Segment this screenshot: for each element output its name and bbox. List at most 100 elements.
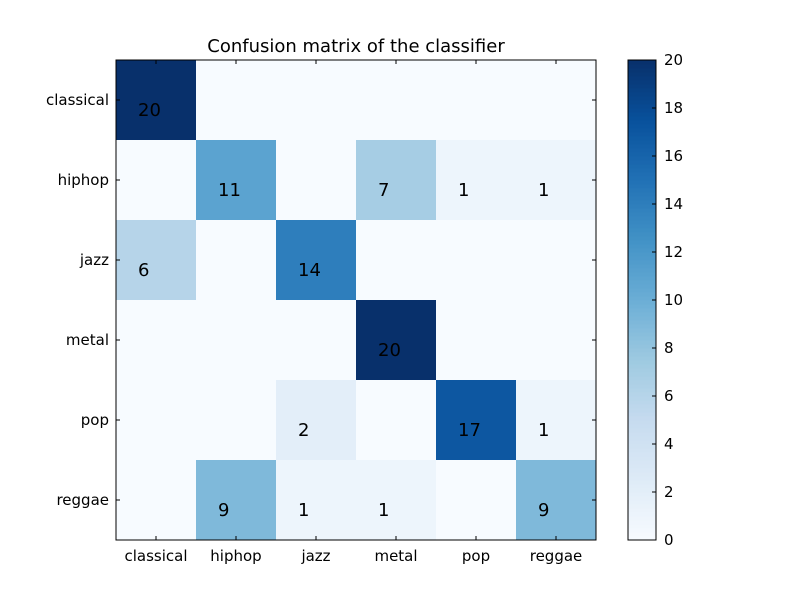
colorbar-segment: [628, 148, 656, 153]
colorbar-segment: [628, 504, 656, 509]
cell-value-label: 20: [378, 340, 401, 361]
heatmap-cell: [116, 220, 196, 300]
cell-value-label: 20: [138, 100, 161, 121]
cell-value-label: 7: [378, 180, 389, 201]
colorbar-tick-label: 8: [664, 339, 674, 357]
colorbar-segment: [628, 292, 656, 297]
heatmap-cell: [436, 220, 516, 300]
cell-value-label: 1: [538, 420, 549, 441]
heatmap-cell: [196, 60, 276, 140]
colorbar-segment: [628, 384, 656, 389]
colorbar-segment: [628, 452, 656, 457]
x-tick-label: pop: [462, 547, 490, 565]
plot-frame: [115, 59, 597, 541]
cell-value-label: 1: [378, 500, 389, 521]
heatmap-cell: [436, 140, 516, 220]
colorbar: 0 2 4 6 8 10 12 14 16 18 20: [627, 51, 683, 549]
y-tick-label: hiphop: [58, 171, 109, 189]
colorbar-segment: [628, 296, 656, 301]
colorbar-segment: [628, 136, 656, 141]
colorbar-segment: [628, 188, 656, 193]
heatmap-cell: [356, 460, 436, 540]
colorbar-segment: [628, 360, 656, 365]
colorbar-segment: [628, 396, 656, 401]
colorbar-segment: [628, 112, 656, 117]
colorbar-segment: [628, 328, 656, 333]
heatmap-cell: [436, 380, 516, 460]
heatmap-cell: [436, 60, 516, 140]
heatmap-cell: [356, 220, 436, 300]
colorbar-tick-label: 14: [664, 195, 683, 213]
heatmap-cell: [276, 220, 356, 300]
colorbar-segment: [628, 160, 656, 165]
colorbar-segment: [628, 316, 656, 321]
colorbar-segment: [628, 68, 656, 73]
y-tick-label: metal: [66, 331, 109, 349]
colorbar-segment: [628, 448, 656, 453]
colorbar-segment: [628, 180, 656, 185]
colorbar-segment: [628, 324, 656, 329]
heatmap-cell: [516, 460, 596, 540]
colorbar-tick-label: 0: [664, 531, 674, 549]
colorbar-segment: [628, 536, 656, 541]
x-tick-label: jazz: [300, 547, 330, 565]
y-tick-label: pop: [81, 411, 109, 429]
colorbar-segment: [628, 172, 656, 177]
x-tick-label: classical: [124, 547, 187, 565]
colorbar-segment: [628, 456, 656, 461]
cell-value-label: 9: [538, 500, 549, 521]
colorbar-segment: [628, 308, 656, 313]
colorbar-segment: [628, 272, 656, 277]
colorbar-segment: [628, 444, 656, 449]
cell-value-label: 14: [298, 260, 321, 281]
colorbar-segment: [628, 320, 656, 325]
colorbar-segment: [628, 64, 656, 69]
cell-value-label: 6: [138, 260, 149, 281]
heatmap-cell: [116, 460, 196, 540]
colorbar-segment: [628, 196, 656, 201]
colorbar-segment: [628, 464, 656, 469]
colorbar-segment: [628, 216, 656, 221]
x-axis-tick-labels: classical hiphop jazz metal pop reggae: [124, 547, 582, 565]
colorbar-segment: [628, 88, 656, 93]
y-tick-label: reggae: [56, 491, 109, 509]
colorbar-segment: [628, 104, 656, 109]
heatmap-cell: [116, 60, 196, 140]
heatmap-cell: [276, 460, 356, 540]
colorbar-segment: [628, 144, 656, 149]
heatmap-cell: [516, 380, 596, 460]
colorbar-segment: [628, 516, 656, 521]
colorbar-tick-label: 16: [664, 147, 683, 165]
colorbar-segment: [628, 60, 656, 65]
colorbar-segment: [628, 428, 656, 433]
colorbar-segment: [628, 460, 656, 465]
colorbar-segment: [628, 116, 656, 121]
colorbar-segment: [628, 280, 656, 285]
heatmap-cell: [116, 300, 196, 380]
colorbar-segment: [628, 420, 656, 425]
colorbar-segment: [628, 176, 656, 181]
cell-value-label: 9: [218, 500, 229, 521]
colorbar-segment: [628, 184, 656, 189]
colorbar-segment: [628, 356, 656, 361]
heatmap-cell: [516, 220, 596, 300]
colorbar-segment: [628, 408, 656, 413]
colorbar-segment: [628, 372, 656, 377]
heatmap-cell: [436, 300, 516, 380]
colorbar-segment: [628, 500, 656, 505]
cell-value-label: 17: [458, 420, 481, 441]
cell-value-label: 1: [458, 180, 469, 201]
colorbar-segment: [628, 344, 656, 349]
colorbar-segment: [628, 204, 656, 209]
colorbar-segment: [628, 240, 656, 245]
y-tick-label: classical: [46, 91, 109, 109]
colorbar-segment: [628, 340, 656, 345]
y-axis-tick-labels: classical hiphop jazz metal pop reggae: [46, 91, 109, 509]
heatmap-cell: [196, 220, 276, 300]
colorbar-segment: [628, 404, 656, 409]
colorbar-segment: [628, 488, 656, 493]
y-tick-label: jazz: [79, 251, 109, 269]
cell-value-label: 1: [538, 180, 549, 201]
